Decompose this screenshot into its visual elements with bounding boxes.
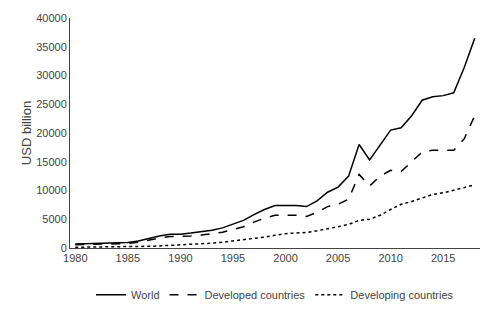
svg-text:USD billion: USD billion (19, 101, 34, 165)
svg-text:20000: 20000 (36, 127, 67, 139)
svg-text:0: 0 (61, 242, 67, 254)
svg-text:2010: 2010 (378, 252, 402, 264)
svg-text:1990: 1990 (168, 252, 192, 264)
svg-text:1980: 1980 (63, 252, 87, 264)
svg-text:10000: 10000 (36, 184, 67, 196)
svg-text:2005: 2005 (326, 252, 350, 264)
svg-text:1985: 1985 (116, 252, 140, 264)
svg-text:2015: 2015 (431, 252, 455, 264)
svg-text:World: World (131, 289, 160, 301)
svg-text:Developed countries: Developed countries (205, 289, 306, 301)
svg-text:25000: 25000 (36, 98, 67, 110)
svg-text:5000: 5000 (42, 213, 66, 225)
svg-text:15000: 15000 (36, 156, 67, 168)
svg-text:30000: 30000 (36, 69, 67, 81)
svg-text:1995: 1995 (221, 252, 245, 264)
svg-text:35000: 35000 (36, 41, 67, 53)
svg-text:Developing countries: Developing countries (350, 289, 453, 301)
svg-text:40000: 40000 (36, 12, 67, 24)
svg-text:2000: 2000 (273, 252, 297, 264)
